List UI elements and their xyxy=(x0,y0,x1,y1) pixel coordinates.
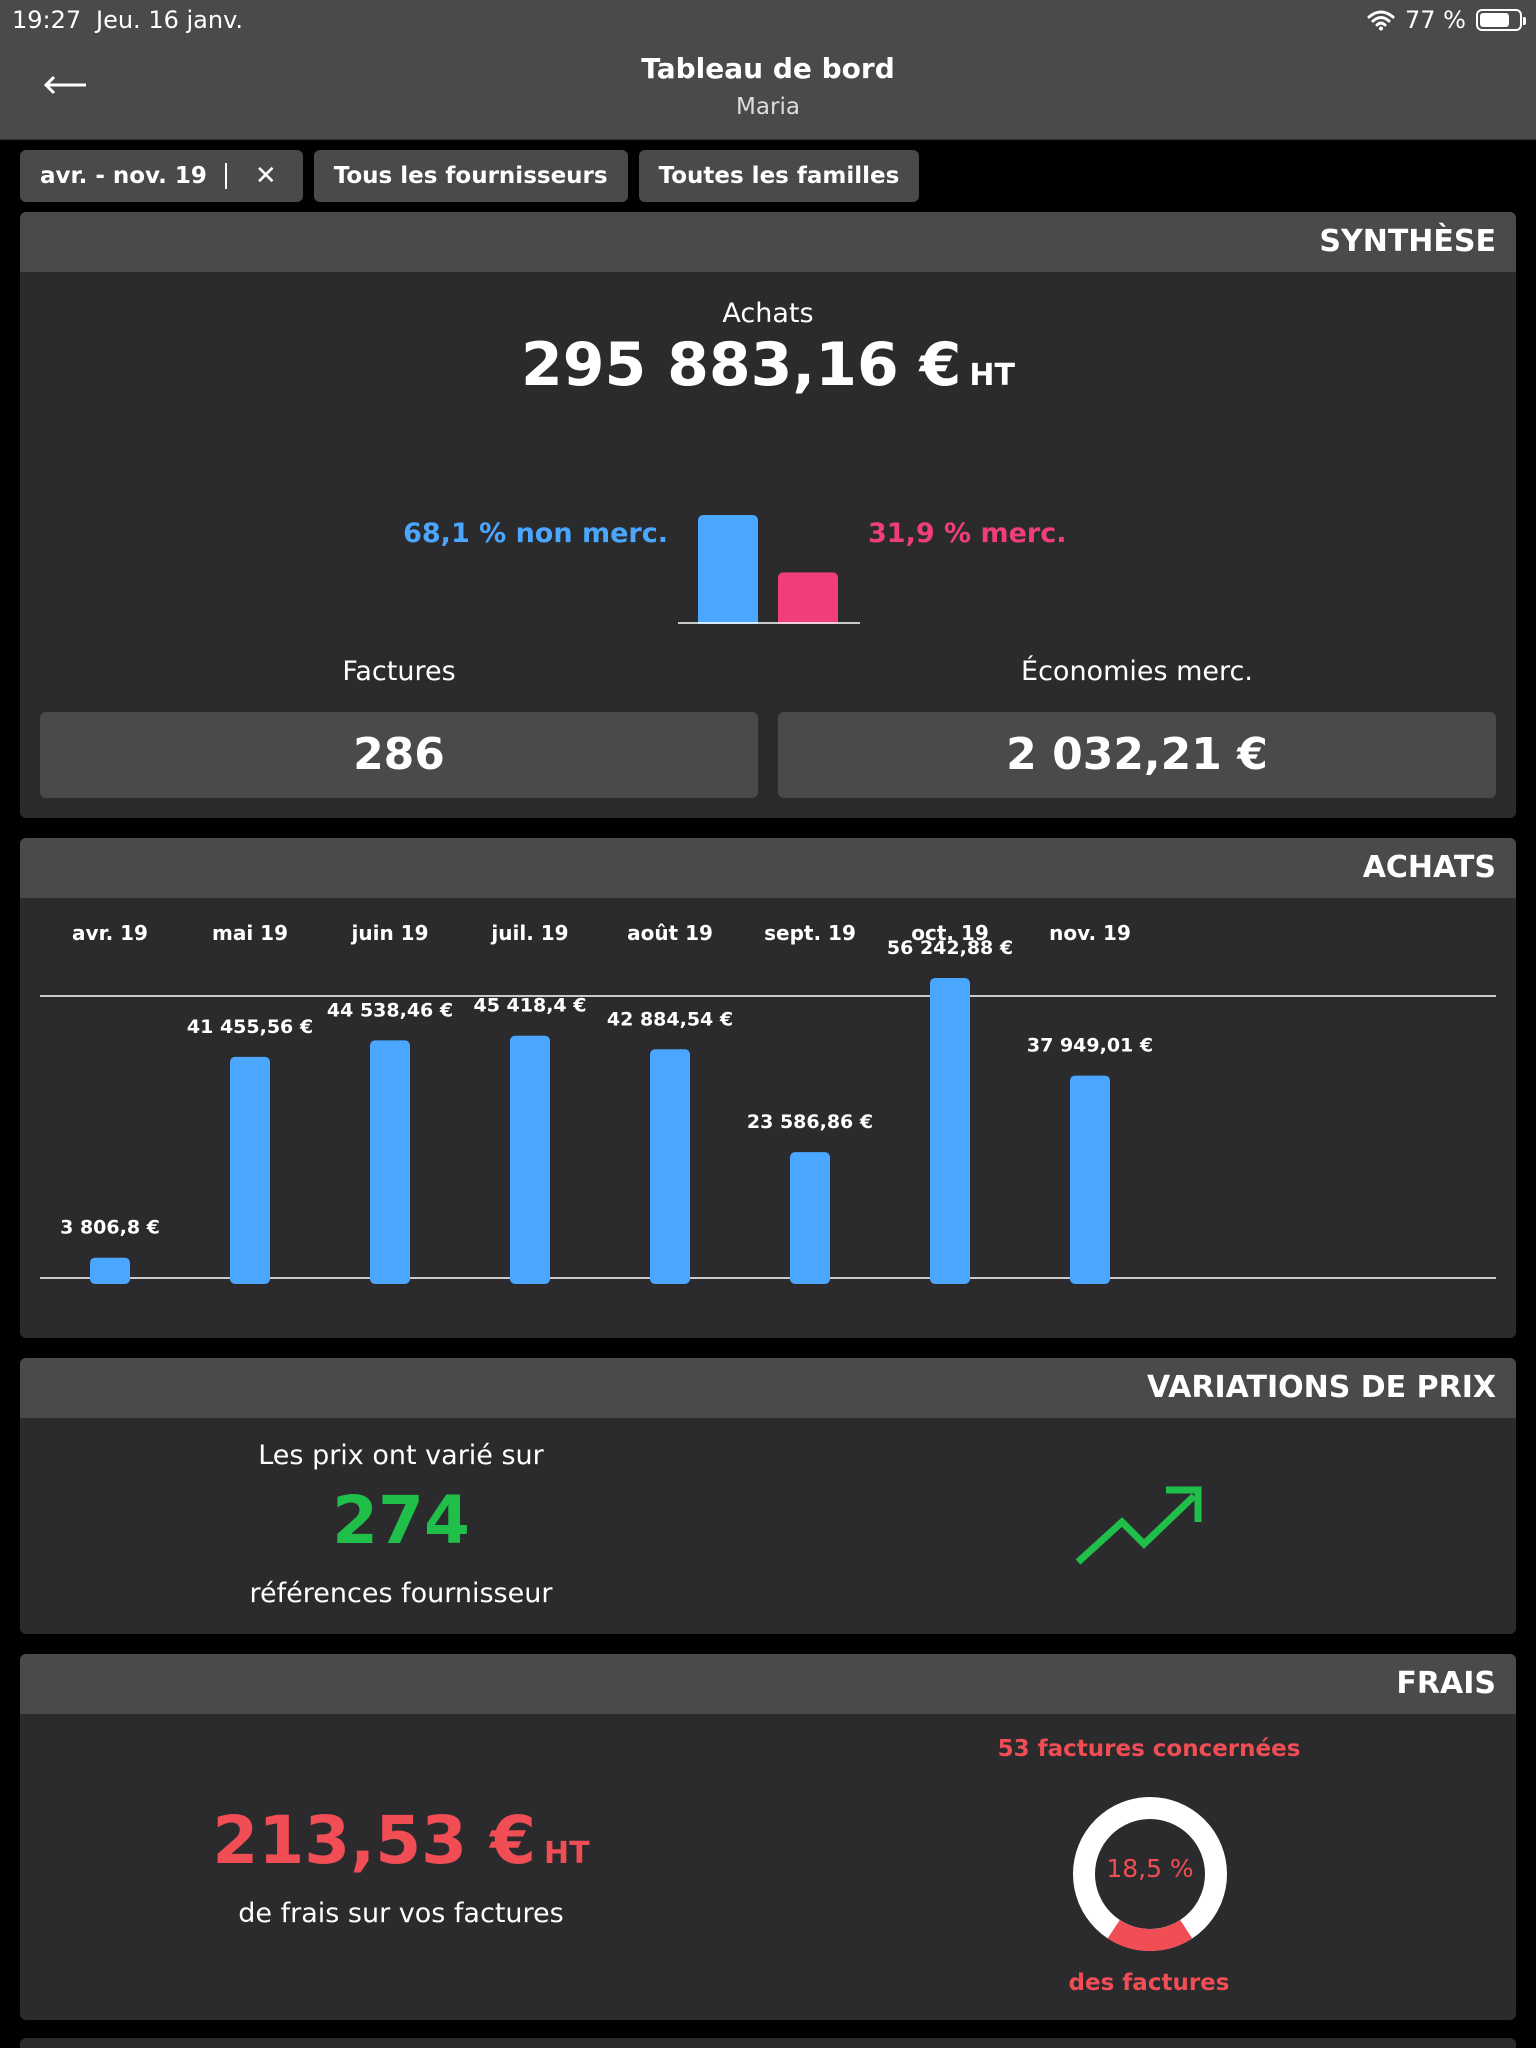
month-tick-label: nov. 19 xyxy=(1049,921,1131,945)
frais-subtitle: de frais sur vos factures xyxy=(238,1898,564,1929)
month-tick-label: avr. 19 xyxy=(72,921,148,945)
filter-bar: avr. - nov. 19 ✕ Tous les fournisseurs T… xyxy=(20,150,920,202)
des-factures: des factures xyxy=(1068,1970,1230,1996)
trending-up-icon xyxy=(1075,1486,1202,1565)
month-tick-label: oct. 19 xyxy=(911,921,989,945)
variations-card[interactable]: VARIATIONS DE PRIX Les prix ont varié su… xyxy=(20,1358,1516,1634)
month-tick-label: août 19 xyxy=(627,921,713,945)
next-card-edge xyxy=(20,2038,1516,2048)
variations-count: 274 xyxy=(332,1482,470,1559)
factures-count[interactable]: 286 xyxy=(40,712,758,798)
clear-period-icon[interactable]: ✕ xyxy=(254,161,277,191)
achats-card: ACHATS avr. 19 3 806,8 € mai 19 41 455,56 €… xyxy=(20,838,1516,1338)
achats-bar-value-label: 41 455,56 € xyxy=(187,1016,313,1038)
achats-bar xyxy=(90,1257,130,1284)
achats-bar-value-label: 42 884,54 € xyxy=(607,1008,733,1030)
month-tick-label: juin 19 xyxy=(351,921,429,945)
factures-concernees: 53 factures concernées xyxy=(997,1736,1301,1762)
achats-bar-value-label: 37 949,01 € xyxy=(1027,1035,1153,1057)
month-tick-label: juil. 19 xyxy=(490,921,568,945)
frais-unit: HT xyxy=(544,1836,590,1871)
synthese-header: SYNTHÈSE xyxy=(20,212,1516,272)
supplier-filter[interactable]: Tous les fournisseurs xyxy=(313,150,628,202)
achats-bar xyxy=(790,1152,830,1284)
battery-percent: 77 % xyxy=(1405,6,1466,34)
achats-label: Achats xyxy=(722,298,814,329)
variations-unit: références fournisseur xyxy=(249,1578,553,1609)
economies-label: Économies merc. xyxy=(1021,656,1253,687)
merc-split-chart xyxy=(678,515,860,624)
achats-bar xyxy=(370,1040,410,1284)
status-date: Jeu. 16 janv. xyxy=(96,6,244,34)
donut-arc xyxy=(1073,1797,1227,1951)
status-right: 77 % xyxy=(1367,6,1526,34)
achats-bar-value-label: 3 806,8 € xyxy=(60,1217,160,1239)
month-tick-label: mai 19 xyxy=(212,921,288,945)
nav-bar: Tableau de bord Maria xyxy=(0,40,1536,140)
non-merc-bar xyxy=(698,515,758,624)
merc-share: 31,9 % merc. xyxy=(868,518,1067,549)
back-arrow-icon[interactable] xyxy=(40,70,90,100)
frais-donut-chart xyxy=(1073,1797,1227,1951)
achats-bar xyxy=(230,1056,270,1284)
page-subtitle: Maria xyxy=(736,94,800,120)
achats-bar xyxy=(1070,1075,1110,1284)
non-merc-share: 68,1 % non merc. xyxy=(403,518,668,549)
achats-unit: HT xyxy=(969,358,1015,393)
frais-card[interactable]: FRAIS 213,53 € HT de frais sur vos factur… xyxy=(20,1654,1516,2020)
achats-bar-chart: avr. 19 3 806,8 € mai 19 41 455,56 € juin 19… xyxy=(40,921,1496,1284)
achats-total: 295 883,16 € HT xyxy=(20,330,1516,400)
synthese-card: SYNTHÈSE Achats 295 883,16 € HT 68,1 % no… xyxy=(20,212,1516,818)
achats-bar-value-label: 45 418,4 € xyxy=(474,995,587,1017)
donut-percent: 18,5 % xyxy=(1106,1854,1194,1883)
family-filter[interactable]: Toutes les familles xyxy=(638,150,920,202)
achats-bar-value-label: 23 586,86 € xyxy=(747,1111,873,1133)
status-time: 19:27 xyxy=(12,6,82,34)
achats-bar xyxy=(510,1035,550,1284)
period-filter[interactable]: avr. - nov. 19 ✕ xyxy=(20,150,303,202)
merc-bar xyxy=(778,572,838,624)
factures-label: Factures xyxy=(342,656,456,687)
battery-icon xyxy=(1476,9,1526,31)
economies-value[interactable]: 2 032,21 € xyxy=(778,712,1496,798)
frais-header: FRAIS xyxy=(20,1654,1516,1714)
variations-header: VARIATIONS DE PRIX xyxy=(20,1358,1516,1418)
frais-amount: 213,53 € xyxy=(212,1802,536,1879)
wifi-icon xyxy=(1367,10,1395,31)
achats-bar-value-label: 44 538,46 € xyxy=(327,999,453,1021)
frais-total: 213,53 € HT xyxy=(20,1802,782,1879)
status-bar: 19:27 Jeu. 16 janv. 77 % xyxy=(0,0,1536,40)
month-tick-label: sept. 19 xyxy=(764,921,856,945)
achats-bar xyxy=(650,1049,690,1284)
achats-bar xyxy=(930,978,970,1284)
period-filter-separator xyxy=(224,163,227,189)
achats-header: ACHATS xyxy=(20,838,1516,898)
period-filter-label: avr. - nov. 19 xyxy=(40,163,207,189)
achats-amount: 295 883,16 € xyxy=(521,330,962,400)
variations-intro: Les prix ont varié sur xyxy=(258,1440,544,1471)
achats-bar-value-label: 56 242,88 € xyxy=(887,937,1013,959)
page-title: Tableau de bord xyxy=(641,52,895,85)
